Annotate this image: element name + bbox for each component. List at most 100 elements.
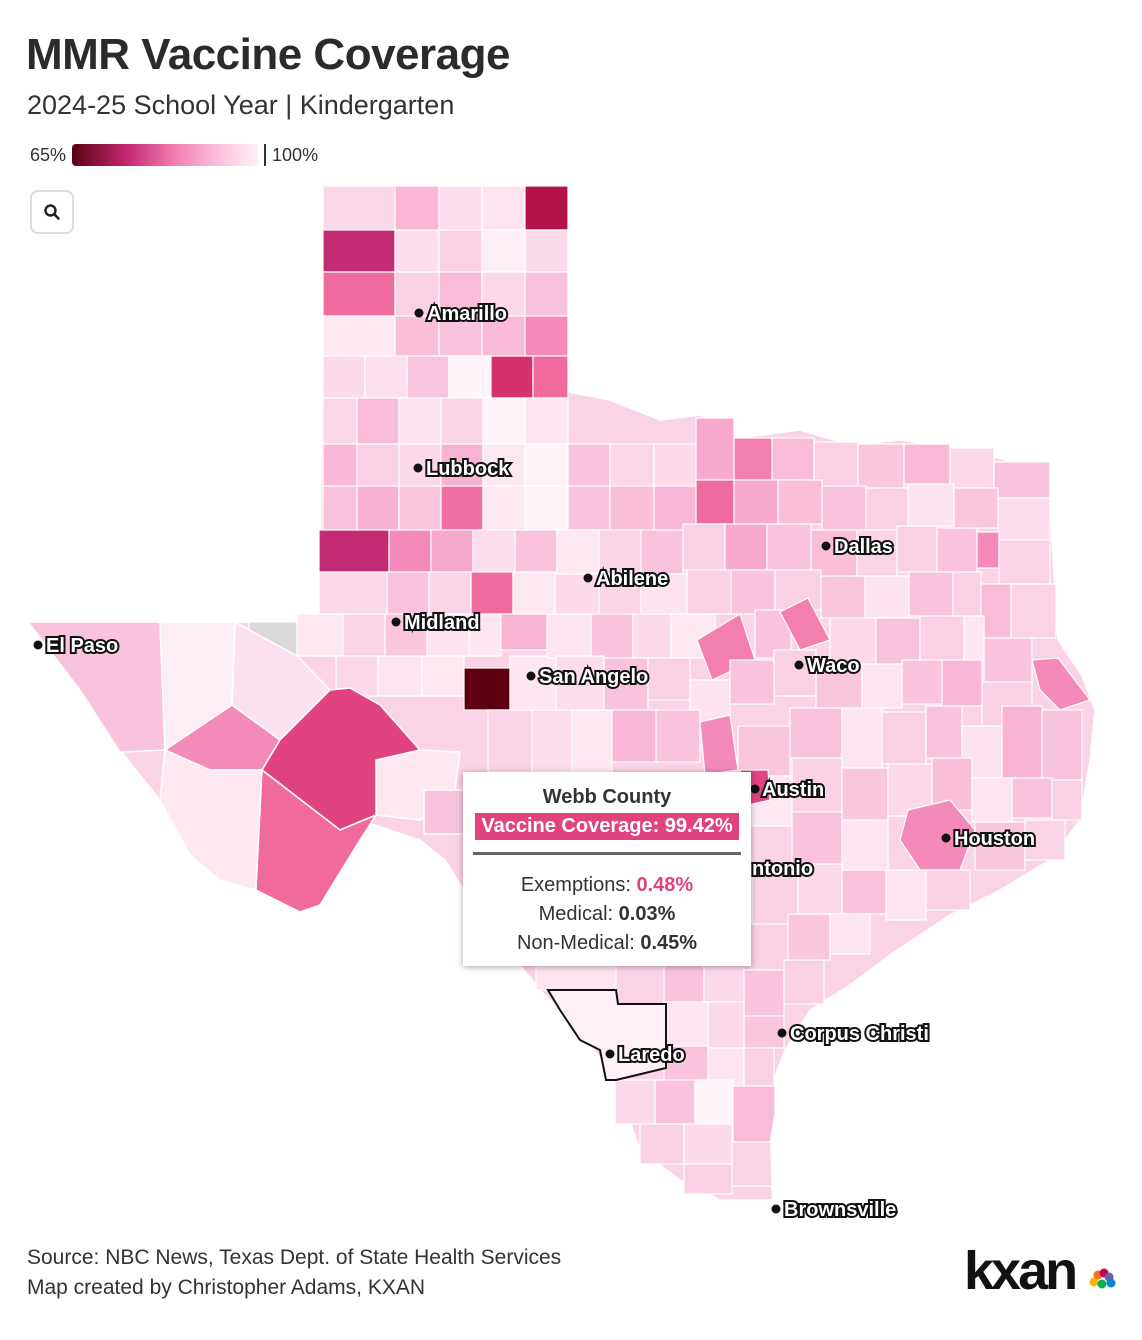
- county[interactable]: [777, 479, 823, 525]
- county[interactable]: [908, 571, 954, 617]
- county[interactable]: [787, 913, 831, 961]
- county[interactable]: [322, 229, 396, 273]
- county[interactable]: [571, 709, 613, 773]
- county[interactable]: [512, 571, 556, 615]
- county[interactable]: [686, 569, 732, 615]
- county[interactable]: [567, 443, 611, 487]
- county[interactable]: [524, 485, 569, 531]
- county[interactable]: [901, 659, 943, 705]
- county[interactable]: [771, 437, 815, 481]
- county[interactable]: [406, 355, 450, 399]
- county[interactable]: [925, 869, 971, 911]
- county[interactable]: [936, 527, 978, 573]
- county[interactable]: [524, 443, 569, 487]
- county[interactable]: [611, 709, 657, 763]
- county[interactable]: [952, 571, 982, 617]
- county[interactable]: [881, 711, 927, 765]
- county[interactable]: [971, 777, 1013, 823]
- county[interactable]: [482, 485, 526, 531]
- county[interactable]: [356, 397, 400, 445]
- county[interactable]: [865, 487, 909, 531]
- county[interactable]: [386, 571, 430, 615]
- county[interactable]: [531, 709, 573, 773]
- county[interactable]: [976, 531, 1000, 569]
- county[interactable]: [903, 443, 951, 485]
- county[interactable]: [487, 709, 533, 773]
- county[interactable]: [296, 613, 344, 657]
- county[interactable]: [737, 725, 791, 777]
- county[interactable]: [440, 443, 484, 487]
- county[interactable]: [829, 913, 871, 955]
- county[interactable]: [655, 709, 701, 763]
- county[interactable]: [730, 569, 776, 615]
- county[interactable]: [856, 529, 898, 577]
- county[interactable]: [1001, 705, 1043, 779]
- county[interactable]: [609, 485, 655, 531]
- county[interactable]: [322, 397, 358, 445]
- county[interactable]: [694, 1079, 734, 1125]
- county[interactable]: [766, 523, 812, 571]
- county[interactable]: [556, 529, 600, 575]
- county[interactable]: [438, 185, 483, 231]
- county[interactable]: [394, 185, 440, 231]
- county[interactable]: [885, 869, 927, 921]
- county[interactable]: [815, 663, 863, 709]
- county[interactable]: [732, 1085, 776, 1143]
- county[interactable]: [430, 529, 474, 573]
- county[interactable]: [524, 185, 569, 231]
- county[interactable]: [743, 1047, 775, 1087]
- county[interactable]: [813, 441, 859, 487]
- county[interactable]: [683, 1163, 733, 1195]
- county[interactable]: [980, 583, 1012, 639]
- county[interactable]: [159, 748, 263, 891]
- county[interactable]: [318, 571, 388, 615]
- county[interactable]: [963, 615, 985, 661]
- county[interactable]: [1041, 709, 1083, 781]
- county[interactable]: [532, 355, 569, 399]
- county[interactable]: [322, 315, 396, 357]
- county[interactable]: [729, 659, 775, 705]
- county[interactable]: [663, 1001, 709, 1047]
- county[interactable]: [472, 529, 516, 573]
- county[interactable]: [440, 485, 484, 531]
- county[interactable]: [875, 617, 921, 665]
- county[interactable]: [731, 1141, 775, 1187]
- county[interactable]: [789, 707, 843, 759]
- county[interactable]: [1010, 583, 1057, 639]
- county[interactable]: [342, 613, 386, 657]
- county[interactable]: [1031, 657, 1091, 711]
- county[interactable]: [322, 185, 396, 231]
- county[interactable]: [993, 461, 1051, 499]
- county[interactable]: [864, 575, 910, 619]
- county[interactable]: [421, 655, 465, 697]
- county[interactable]: [514, 529, 558, 573]
- county[interactable]: [481, 185, 526, 231]
- county[interactable]: [609, 443, 655, 487]
- county[interactable]: [653, 443, 697, 487]
- county[interactable]: [857, 443, 905, 489]
- county[interactable]: [438, 229, 483, 273]
- county[interactable]: [398, 485, 442, 531]
- county-darkest[interactable]: [463, 667, 511, 711]
- county[interactable]: [733, 437, 773, 481]
- county[interactable]: [974, 821, 1026, 871]
- county[interactable]: [743, 969, 785, 1017]
- county[interactable]: [682, 523, 726, 571]
- county[interactable]: [1051, 779, 1083, 821]
- county[interactable]: [743, 1015, 785, 1049]
- county[interactable]: [998, 539, 1051, 585]
- county[interactable]: [695, 417, 735, 481]
- county[interactable]: [997, 497, 1051, 541]
- county[interactable]: [500, 613, 548, 651]
- county[interactable]: [841, 767, 889, 821]
- county[interactable]: [322, 355, 366, 399]
- county[interactable]: [598, 573, 642, 615]
- county[interactable]: [683, 1123, 733, 1165]
- county[interactable]: [632, 613, 672, 659]
- county[interactable]: [440, 397, 484, 445]
- county[interactable]: [318, 529, 390, 573]
- county[interactable]: [695, 479, 735, 525]
- county[interactable]: [255, 768, 378, 913]
- county[interactable]: [398, 397, 442, 445]
- county[interactable]: [394, 229, 440, 273]
